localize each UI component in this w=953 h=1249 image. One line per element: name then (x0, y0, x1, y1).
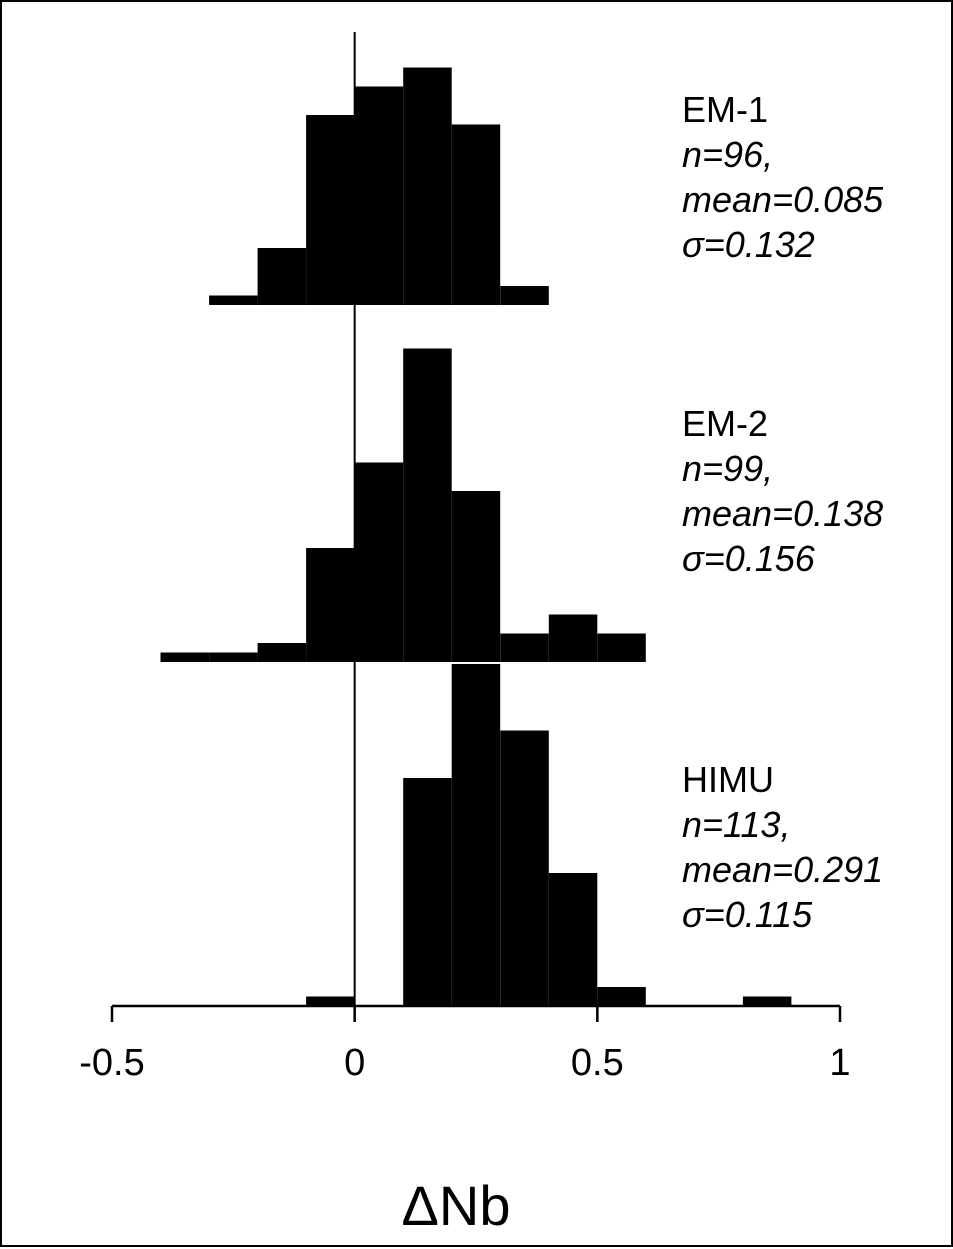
histogram-bar-himu-2 (451, 664, 501, 1006)
x-axis-title: ΔNb (402, 1174, 511, 1237)
histogram-bar-em-1-4 (403, 67, 452, 305)
histogram-bar-em-2-8 (548, 614, 598, 662)
panel-himu-name-label: HIMU (682, 759, 774, 800)
panel-em-1-mean-label: mean=0.085 (682, 179, 884, 220)
histogram-bar-em-1-0 (209, 295, 258, 305)
histogram-bar-himu-3 (500, 730, 549, 1006)
panel-em-1-name-label: EM-1 (682, 89, 768, 130)
panel-em-1-sigma-label: σ=0.132 (682, 224, 815, 265)
histogram-bar-em-1-5 (451, 124, 501, 305)
x-tick-label-1: 0 (344, 1042, 365, 1084)
x-tick-label-3: 1 (829, 1042, 850, 1084)
histogram-bar-em-1-1 (257, 248, 307, 305)
histogram-bar-em-2-0 (160, 652, 209, 662)
histogram-bar-em-2-9 (597, 633, 646, 662)
histogram-bar-em-2-2 (257, 643, 307, 662)
panel-annotations: EM-1n=96,mean=0.085σ=0.132EM-2n=99,mean=… (682, 89, 884, 935)
panel-em-1-n-label: n=96, (682, 134, 773, 175)
panel-em-2-name-label: EM-2 (682, 403, 768, 444)
panel-em-2-mean-label: mean=0.138 (682, 493, 883, 534)
histogram-bar-em-2-5 (403, 348, 452, 662)
histogram-bar-himu-4 (548, 873, 598, 1006)
panel-himu-mean-label: mean=0.291 (682, 849, 883, 890)
panel-em-2-sigma-label: σ=0.156 (682, 538, 816, 579)
histogram-bar-himu-0 (306, 996, 355, 1006)
histogram-bar-em-1-3 (354, 86, 404, 305)
panel-himu-n-label: n=113, (682, 804, 790, 845)
x-tick-label-0: -0.5 (79, 1042, 144, 1084)
histogram-bar-em-2-3 (306, 548, 355, 662)
panel-em-2-n-label: n=99, (682, 448, 773, 489)
panel-himu-sigma-label: σ=0.115 (682, 894, 813, 935)
histogram-bar-em-2-6 (451, 491, 501, 662)
x-axis-tick-labels: -0.5 0 0.5 1 (79, 1042, 850, 1084)
x-axis-ticks (110, 1006, 842, 1022)
histogram-bar-em-1-6 (500, 286, 549, 305)
histogram-bar-em-2-1 (209, 652, 258, 662)
histogram-bar-em-2-4 (354, 462, 404, 662)
histogram-bar-himu-1 (403, 778, 452, 1006)
histogram-bar-himu-5 (597, 987, 646, 1006)
histogram-bar-himu-6 (742, 996, 792, 1006)
histogram-bar-em-1-2 (306, 115, 355, 305)
x-tick-label-2: 0.5 (571, 1042, 624, 1084)
histogram-bars (160, 67, 792, 1006)
histogram-bar-em-2-7 (500, 633, 549, 662)
